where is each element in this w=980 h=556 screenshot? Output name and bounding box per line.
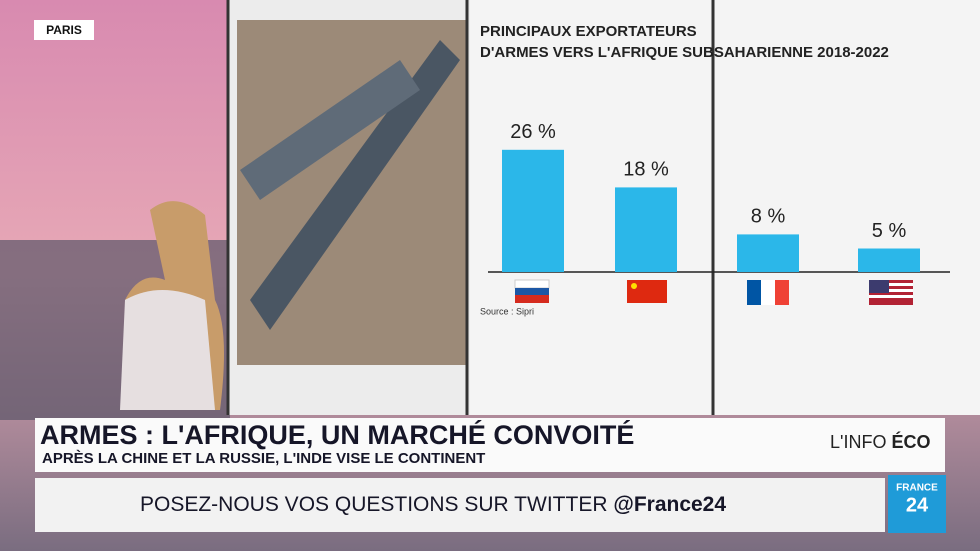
chart-title: PRINCIPAUX EXPORTATEURS D'ARMES VERS L'AF… <box>480 23 889 61</box>
value-label: 26 % <box>510 121 556 143</box>
value-label: 5 % <box>872 220 907 242</box>
location: PARIS <box>46 23 82 37</box>
show-name-bold: ÉCO <box>891 431 930 452</box>
location-box <box>34 20 94 40</box>
flag-china <box>627 280 667 303</box>
ticker-handle: @France24 <box>613 493 726 516</box>
ticker-text: POSEZ-NOUS VOS QUESTIONS SUR TWITTER <box>140 493 608 516</box>
flag-france <box>747 280 789 305</box>
rifle <box>240 60 420 200</box>
bar <box>502 149 564 272</box>
presenter-blouse <box>120 290 215 410</box>
ticker-text: POSEZ-NOUS VOS QUESTIONS SUR TWITTER @Fr… <box>140 493 726 516</box>
value-label: 8 % <box>751 206 786 228</box>
subheadline: APRÈS LA CHINE ET LA RUSSIE, L'INDE VISE… <box>42 450 485 467</box>
bar <box>858 248 920 272</box>
lower-third <box>35 418 945 472</box>
flag-russia <box>514 279 550 303</box>
ticker <box>35 478 885 532</box>
bar <box>737 234 799 272</box>
logo <box>888 475 946 533</box>
value-label: 18 % <box>623 159 669 181</box>
logo-number: 24 <box>906 494 929 516</box>
rifle <box>250 40 460 330</box>
bar <box>615 187 677 272</box>
source: Source : Sipri <box>480 306 534 316</box>
logo-text: FRANCE <box>896 483 938 494</box>
show-name: L'INFO ÉCO <box>830 431 930 452</box>
show-name: L'INFO <box>830 432 886 452</box>
headline: ARMES : L'AFRIQUE, UN MARCHÉ CONVOITÉ <box>40 419 634 450</box>
flag-usa <box>869 280 913 305</box>
